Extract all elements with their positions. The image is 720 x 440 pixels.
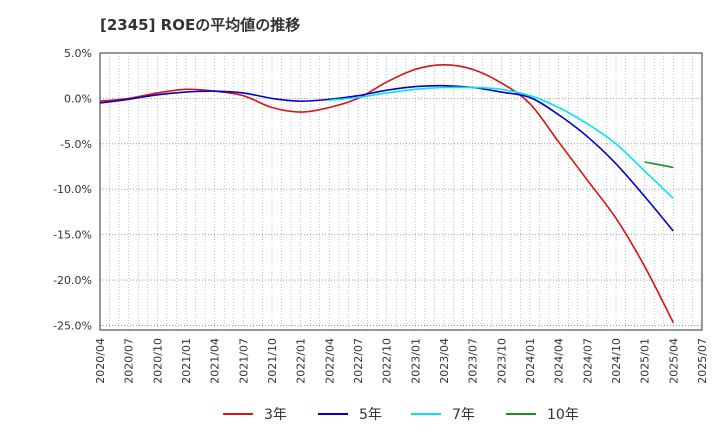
legend-label-0: 3年 [264,407,287,423]
x-tick-label: 2024/01 [524,338,537,384]
y-tick-label: -25.0% [53,319,92,332]
x-tick-label: 2022/07 [352,338,365,384]
x-tick-label: 2022/04 [323,338,336,384]
y-tick-label: -20.0% [53,274,92,287]
x-tick-label: 2020/04 [94,338,107,384]
x-tick-label: 2025/01 [639,338,652,384]
grid-layer [100,52,702,330]
y-tick-label: -15.0% [53,229,92,242]
x-tick-label: 2021/01 [180,338,193,384]
legend-label-1: 5年 [359,407,382,423]
x-tick-label: 2024/07 [581,338,594,384]
y-tick-label: 5.0% [64,47,92,60]
x-tick-label: 2021/07 [237,338,250,384]
y-axis: 5.0% 0.0% -5.0% -10.0% -15.0% -20.0% -25.0% [53,47,92,332]
x-tick-label: 2025/04 [667,338,680,384]
x-tick-label: 2023/07 [467,338,480,384]
y-tick-label: -10.0% [53,183,92,196]
x-tick-label: 2023/10 [495,338,508,384]
plot-frame [99,52,703,331]
series-line-3 [644,161,674,169]
x-tick-label: 2024/04 [553,338,566,384]
series-line-2 [329,86,674,199]
x-tick-label: 2022/01 [295,338,308,384]
y-tick-label: 0.0% [64,92,92,105]
chart-title: [2345] ROEの平均値の推移 [100,16,301,34]
series-layer [99,64,675,324]
y-tick-label: -5.0% [60,138,92,151]
x-tick-label: 2024/10 [610,338,623,384]
x-tick-label: 2023/01 [409,338,422,384]
x-tick-label: 2021/10 [266,338,279,384]
x-tick-label: 2020/07 [123,338,136,384]
x-tick-label: 2023/04 [438,338,451,384]
x-axis: 2020/04 2020/07 2020/10 2021/01 2021/04 2021/… [94,338,709,384]
x-tick-label: 2020/10 [151,338,164,384]
x-tick-label: 2025/07 [696,338,709,384]
legend: 3年 5年 7年 10年 [223,407,579,423]
series-line-0 [99,64,675,324]
legend-label-2: 7年 [452,407,475,423]
series-line-1 [99,84,674,232]
x-tick-label: 2021/04 [209,338,222,384]
legend-label-3: 10年 [547,407,579,423]
x-tick-label: 2022/10 [381,338,394,384]
